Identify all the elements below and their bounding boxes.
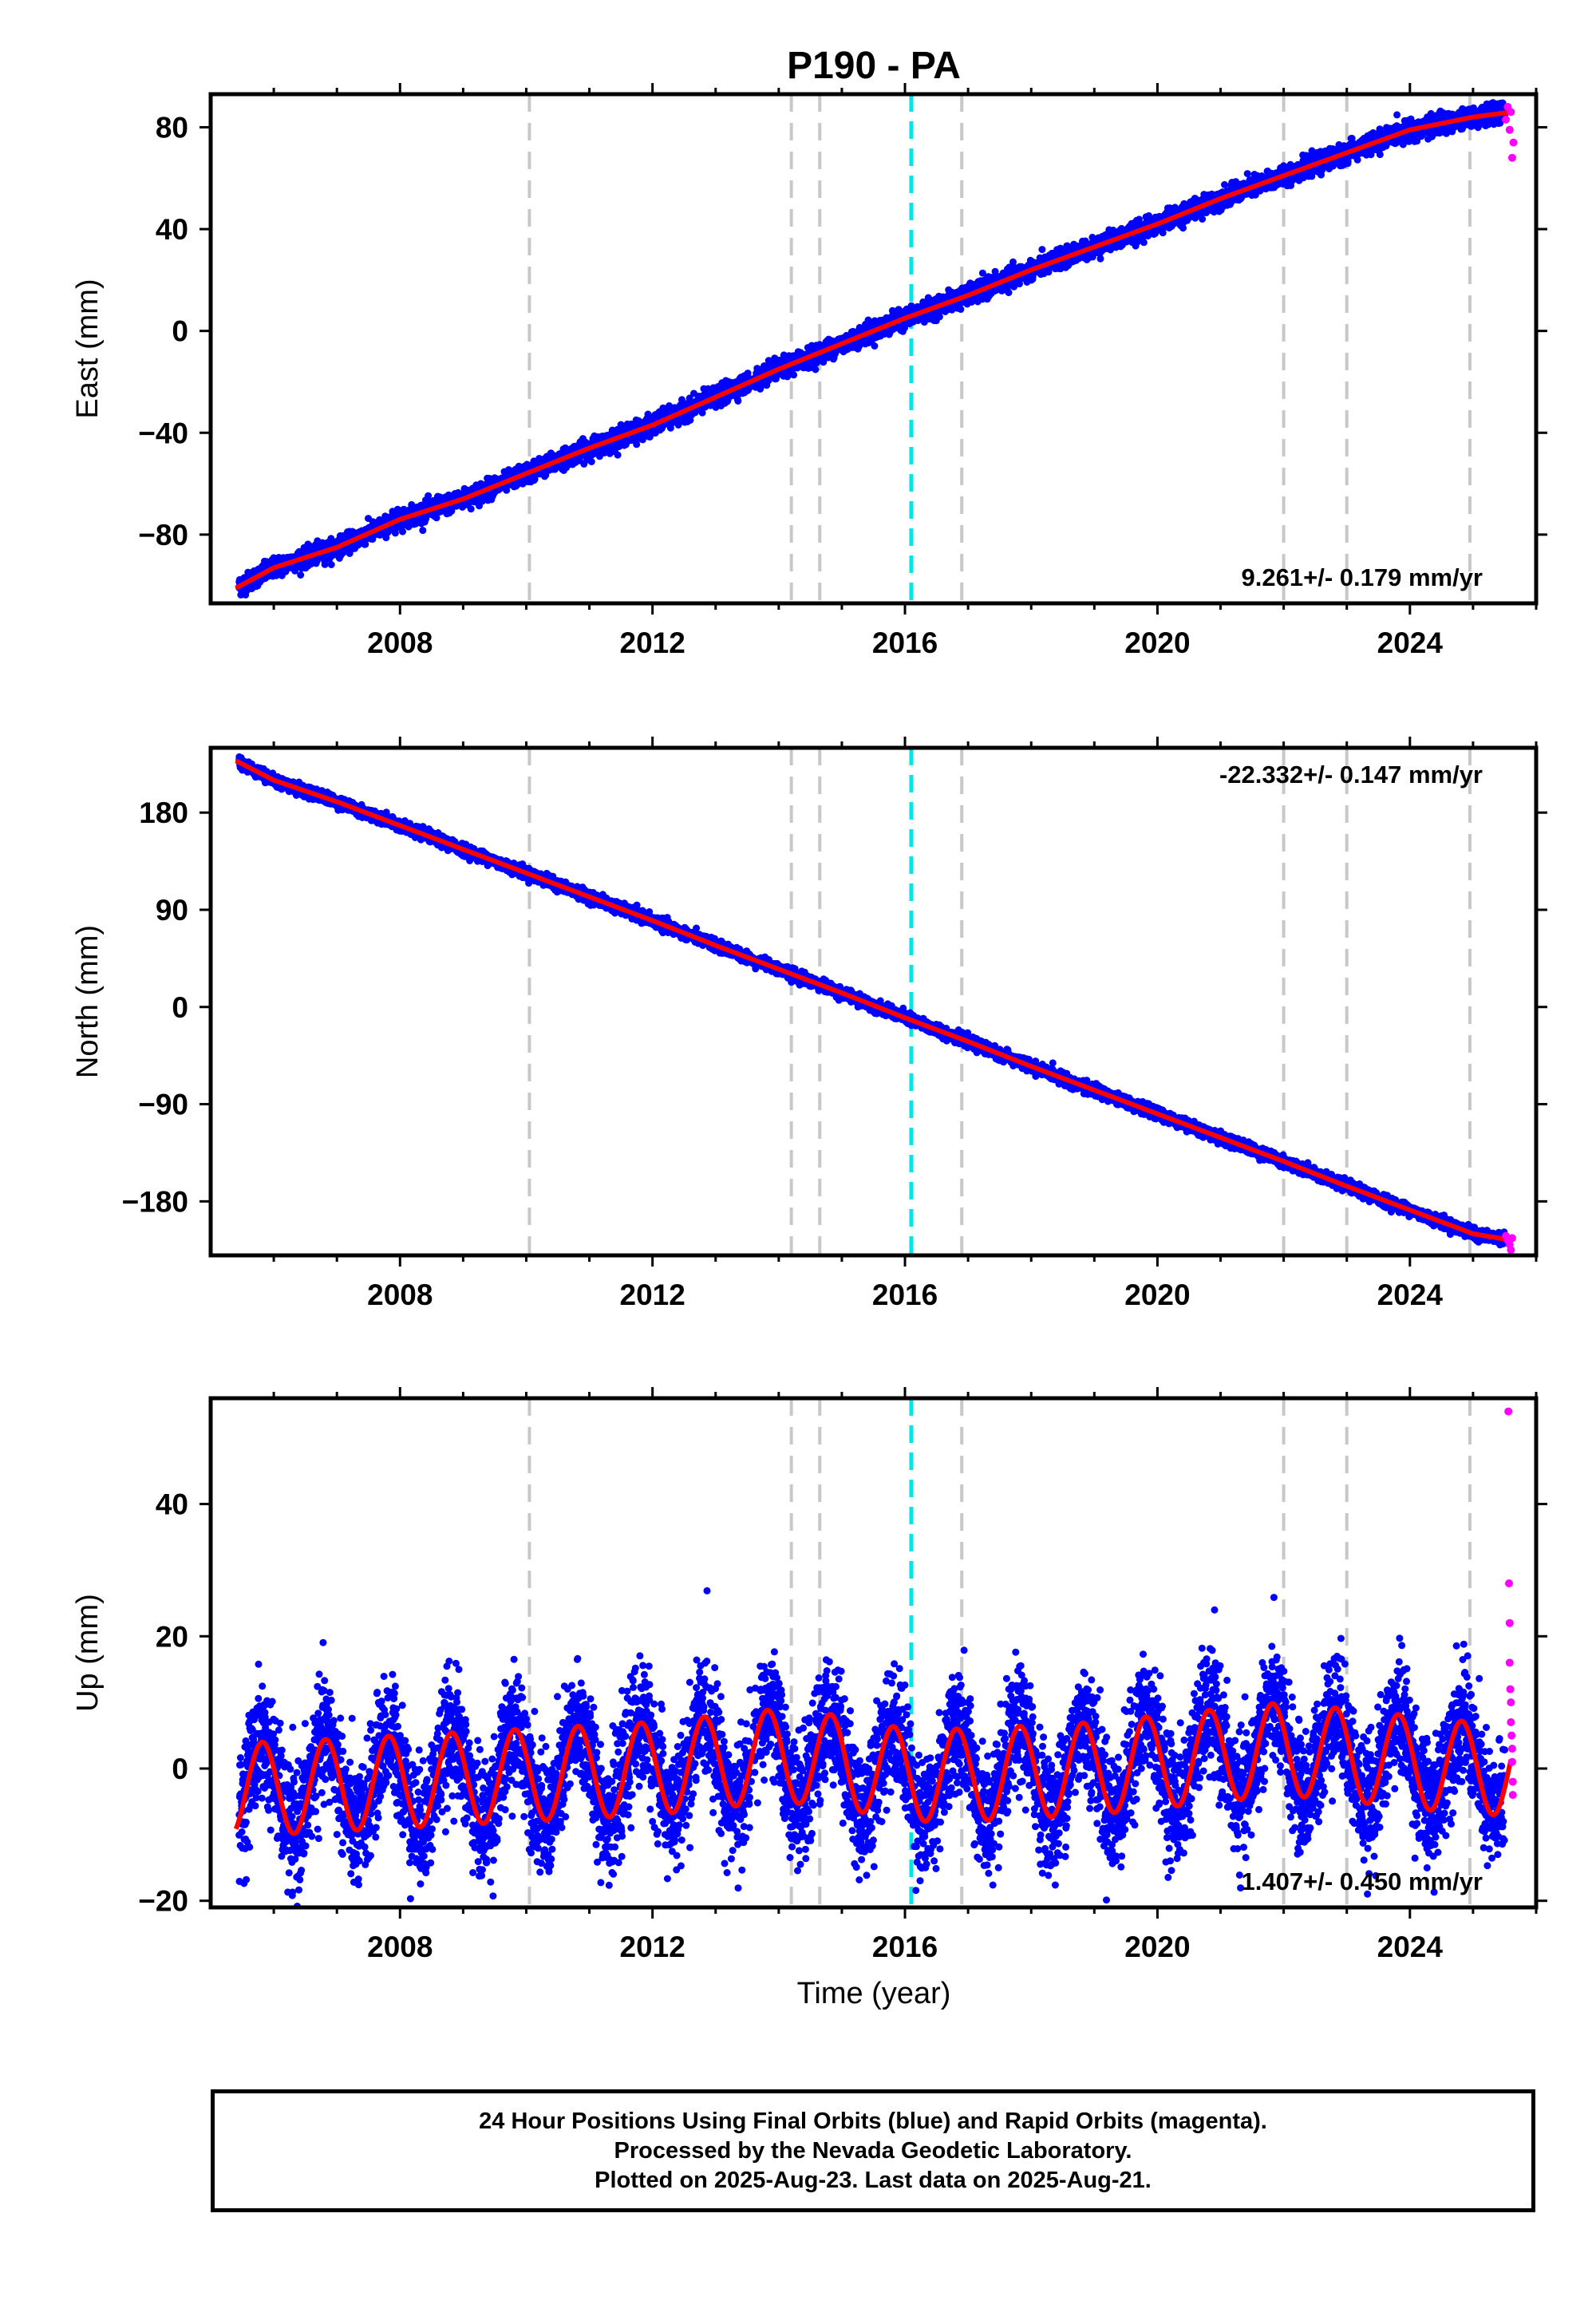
y-axis-label: East (mm) [71,279,105,418]
plot-area [235,748,1516,1255]
rapid-orbit-point [1509,138,1518,147]
rapid-orbit-point [1507,1757,1516,1766]
footer-line-2: Processed by the Nevada Geodetic Laborat… [614,2137,1132,2164]
y-tick-label: −40 [138,417,188,449]
rapid-orbit-point [1504,1407,1513,1416]
y-axis-label: Up (mm) [71,1594,105,1712]
plot-area [235,94,1518,603]
rate-label: -22.332+/- 0.147 mm/yr [1219,761,1483,788]
figure-title: P190 - PA [787,45,961,87]
y-tick-label: 90 [156,894,188,927]
rapid-orbit-point [1507,1234,1516,1243]
model-fit-line [235,758,1512,1243]
y-tick-label: −90 [138,1089,188,1121]
y-tick-label: 0 [172,315,188,348]
y-tick-label: 20 [156,1620,188,1653]
y-tick-label: −20 [138,1885,188,1918]
x-tick-label: 2020 [1124,1931,1190,1963]
x-tick-label: 2008 [367,1931,433,1963]
footer-line-1: 24 Hour Positions Using Final Orbits (bl… [479,2108,1267,2134]
rapid-orbit-point [1507,1718,1515,1726]
panel-east: 2008 2012 2016 2020 2024 −80 −40 0 40 80 East (mm)… [71,83,1547,659]
footer-box: 24 Hour Positions Using Final Orbits (bl… [211,2089,1535,2212]
y-tick-label: −180 [122,1185,188,1218]
rapid-orbit-point [1508,1777,1517,1786]
rapid-orbit-point [1507,108,1515,117]
rapid-orbit-point [1507,1246,1515,1255]
rapid-orbit-point [1507,1698,1515,1707]
y-tick-label: 180 [139,796,188,829]
x-tick-label: 2012 [620,1931,685,1963]
rate-label: 1.407+/- 0.450 mm/yr [1242,1867,1483,1895]
rapid-orbit-point [1505,125,1514,134]
x-tick-label: 2016 [872,626,938,659]
y-tick-label: 80 [156,111,188,144]
footer-line-3: Plotted on 2025-Aug-23. Last data on 202… [595,2167,1152,2193]
rapid-orbit-point [1507,1745,1516,1753]
x-tick-label: 2020 [1124,1279,1190,1311]
panel-up: 2008 2012 2016 2020 2024 −20 0 20 40 Up (mm) 1.407… [71,1387,1547,1963]
plot-frame [208,1396,1539,1910]
y-tick-label: 40 [156,1488,188,1521]
rapid-orbit-point [1505,1618,1514,1627]
rapid-orbit-point [1506,1685,1515,1694]
y-axis-label: North (mm) [71,925,105,1078]
y-tick-label: 0 [172,1753,188,1785]
final-orbit-points [235,99,1509,599]
final-orbit-points [235,1587,1509,1907]
x-tick-label: 2008 [367,626,433,659]
x-tick-label: 2024 [1377,626,1444,659]
rapid-orbit-point [1507,153,1516,162]
x-tick-label: 2012 [620,626,685,659]
x-tick-label: 2016 [872,1279,938,1311]
panel-north: 2008 2012 2016 2020 2024 −180 −90 0 90 180 North (… [71,737,1547,1311]
plot-area [233,1398,1517,1907]
y-tick-label: 40 [156,213,188,246]
model-fit-line [235,109,1511,591]
plot-frame [208,745,1539,1258]
rapid-orbit-point [1502,115,1511,124]
rapid-orbit-point [1504,1579,1513,1587]
x-tick-label: 2020 [1124,626,1190,659]
x-tick-label: 2016 [872,1931,938,1963]
model-fit-line [233,1701,1514,1836]
rapid-orbit-point [1505,1658,1514,1667]
y-tick-label: −80 [138,519,188,551]
x-tick-label: 2024 [1377,1931,1444,1963]
rapid-orbit-point [1508,1791,1517,1800]
x-tick-label: 2024 [1377,1279,1444,1311]
rate-label: 9.261+/- 0.179 mm/yr [1242,563,1483,591]
plot-frame [208,92,1539,606]
rapid-orbit-point [1507,1731,1516,1740]
x-tick-label: 2012 [620,1279,685,1311]
y-tick-label: 0 [172,991,188,1024]
x-axis-label: Time (year) [797,1977,951,2010]
x-tick-label: 2008 [367,1279,433,1311]
